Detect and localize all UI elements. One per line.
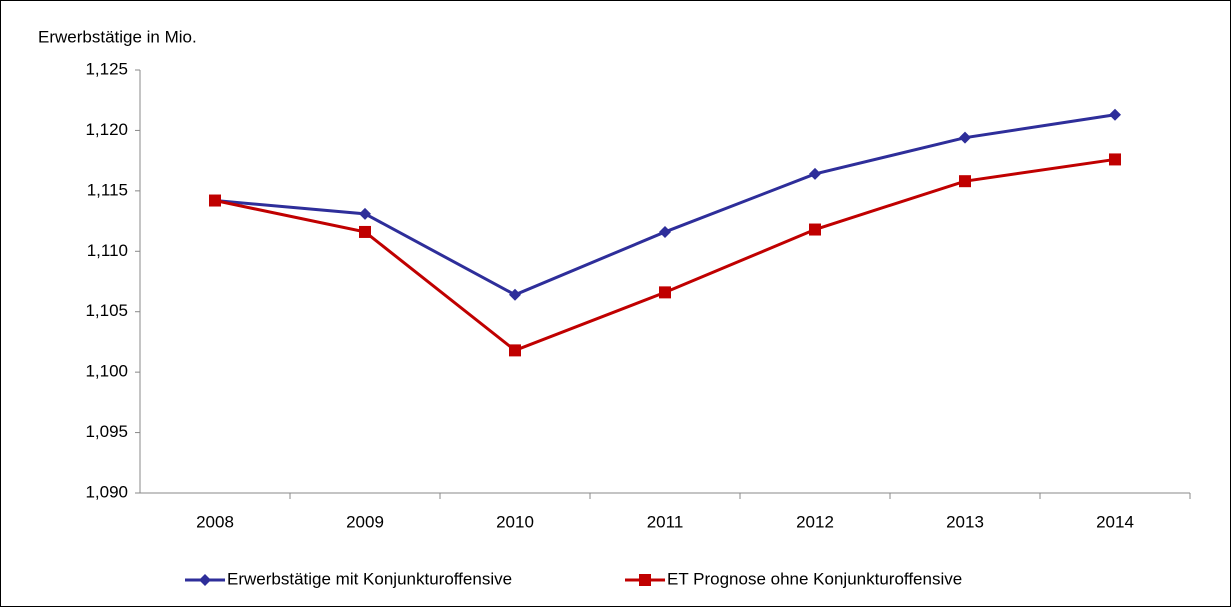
data-point	[1109, 153, 1121, 166]
y-tick-label: 1,125	[85, 59, 128, 78]
y-tick-label: 1,095	[85, 422, 128, 441]
x-tick-label: 2010	[496, 512, 534, 531]
x-tick-label: 2014	[1096, 512, 1134, 531]
x-tick-label: 2008	[196, 512, 234, 531]
y-axis-label: Erwerbstätige in Mio.	[38, 27, 197, 46]
data-point	[1109, 108, 1121, 121]
x-tick-label: 2012	[796, 512, 834, 531]
x-tick-label: 2011	[647, 512, 684, 531]
y-tick-label: 1,110	[87, 241, 128, 260]
y-tick-label: 1,100	[85, 362, 128, 381]
x-tick-label: 2009	[346, 512, 384, 531]
data-point	[509, 344, 521, 357]
data-point	[959, 131, 971, 144]
data-point	[659, 225, 671, 238]
data-point	[659, 286, 671, 299]
legend-label: ET Prognose ohne Konjunkturoffensive	[667, 569, 962, 588]
data-point	[359, 207, 371, 220]
legend-marker	[199, 574, 211, 586]
y-tick-label: 1,115	[87, 180, 128, 199]
y-tick-label: 1,105	[85, 301, 128, 320]
data-point	[359, 225, 371, 238]
data-point	[509, 288, 521, 301]
x-tick-label: 2013	[946, 512, 984, 531]
y-tick-label: 1,120	[85, 120, 128, 139]
legend-label: Erwerbstätige mit Konjunkturoffensive	[227, 569, 512, 588]
legend-marker	[639, 574, 651, 586]
data-point	[809, 167, 821, 180]
data-point	[809, 223, 821, 236]
y-tick-label: 1,090	[85, 482, 128, 501]
data-point	[209, 194, 221, 207]
data-point	[959, 175, 971, 188]
